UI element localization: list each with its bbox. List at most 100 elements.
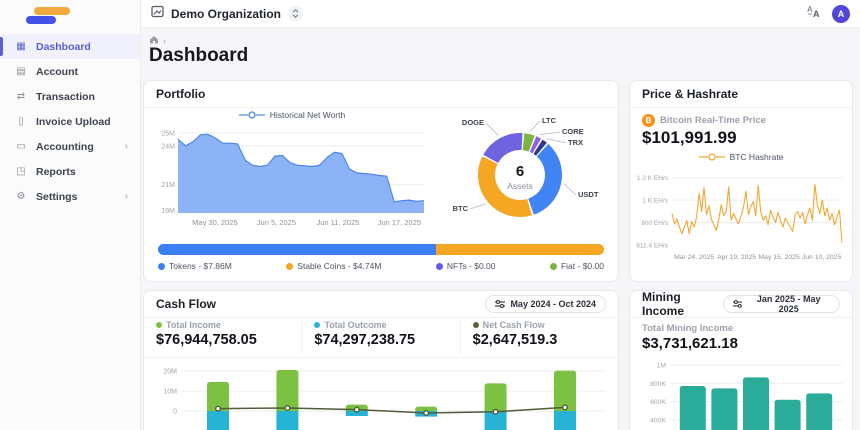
hashrate-legend-label: BTC Hashrate bbox=[729, 152, 784, 162]
mining-income-card: Mining Income Jan 2025 - May 2025 Total … bbox=[629, 290, 853, 430]
sidebar-item-label: Invoice Upload bbox=[36, 115, 111, 128]
allocation-legend: Tokens - $7.86M Stable Coins - $4.74M NFTs… bbox=[158, 261, 604, 271]
allocation-segment bbox=[436, 244, 604, 255]
stat-dot bbox=[156, 322, 162, 328]
svg-text:400K: 400K bbox=[650, 417, 666, 424]
price-hashrate-card: Price & Hashrate B Bitcoin Real-Time Pri… bbox=[629, 80, 853, 282]
chevron-right-icon: › bbox=[124, 141, 128, 152]
sidebar-item-settings[interactable]: ⚙ Settings › bbox=[0, 184, 140, 209]
filter-icon bbox=[495, 300, 506, 308]
price-hashrate-card-title: Price & Hashrate bbox=[642, 87, 739, 101]
svg-text:1 K EH/s: 1 K EH/s bbox=[642, 198, 668, 205]
legend-marker-icon bbox=[698, 153, 725, 161]
svg-text:CORE: CORE bbox=[562, 127, 584, 136]
avatar[interactable]: A bbox=[832, 4, 850, 23]
sidebar-item-account[interactable]: ▤ Account bbox=[0, 59, 140, 84]
allocation-legend-item: Fiat - $0.00 bbox=[549, 261, 604, 271]
settings-icon: ⚙ bbox=[16, 191, 26, 202]
sidebar-item-label: Dashboard bbox=[36, 40, 91, 53]
svg-text:May 15, 2025: May 15, 2025 bbox=[759, 254, 800, 261]
allocation-legend-label: Stable Coins - $4.74M bbox=[297, 261, 382, 271]
allocation-legend-label: Tokens - $7.86M bbox=[169, 261, 232, 271]
svg-text:800K: 800K bbox=[650, 381, 666, 388]
organization-icon bbox=[151, 5, 164, 23]
svg-text:1M: 1M bbox=[657, 363, 667, 370]
stat-label: Total Outcome bbox=[324, 320, 387, 330]
svg-text:20M: 20M bbox=[163, 369, 177, 376]
svg-text:19M: 19M bbox=[161, 208, 175, 215]
svg-text:A: A bbox=[807, 5, 813, 14]
portfolio-card: Portfolio Historical Net Worth 25M 24M 21M… bbox=[143, 80, 619, 282]
hashrate-chart: 1.2 K EH/s 1 K EH/s 800 EH/s 611.4 EH/s Mar … bbox=[636, 175, 843, 261]
mining-income-date-range-button[interactable]: Jan 2025 - May 2025 bbox=[722, 294, 840, 314]
sidebar-item-dashboard[interactable]: ▦ Dashboard bbox=[0, 34, 140, 59]
chevron-right-icon: › bbox=[124, 191, 128, 202]
transaction-icon: ⇄ bbox=[16, 91, 26, 102]
breadcrumb: › bbox=[149, 35, 166, 46]
legend-dot bbox=[435, 262, 443, 270]
cash-flow-date-range-button[interactable]: May 2024 - Oct 2024 bbox=[485, 295, 606, 313]
cash-flow-stat: Net Cash Flow $2,647,519.3 bbox=[459, 320, 618, 354]
invoice-upload-icon: ▯ bbox=[18, 116, 24, 127]
portfolio-card-title: Portfolio bbox=[156, 87, 206, 101]
svg-text:24M: 24M bbox=[161, 143, 175, 150]
sidebar-item-label: Accounting bbox=[36, 140, 94, 153]
svg-text:Jun 11, 2025: Jun 11, 2025 bbox=[316, 218, 359, 227]
legend-dot bbox=[286, 262, 294, 270]
sidebar-item-transaction[interactable]: ⇄ Transaction bbox=[0, 84, 140, 109]
svg-text:Apr 19, 2025: Apr 19, 2025 bbox=[717, 254, 756, 261]
home-icon[interactable] bbox=[149, 35, 159, 46]
cash-flow-card-title: Cash Flow bbox=[156, 297, 217, 311]
sidebar-item-reports[interactable]: ◳ Reports bbox=[0, 159, 140, 184]
svg-text:800 EH/s: 800 EH/s bbox=[641, 220, 668, 227]
mining-total-label: Total Mining Income bbox=[642, 323, 734, 334]
svg-text:Jun 17, 2025: Jun 17, 2025 bbox=[378, 218, 421, 227]
stat-label: Total Income bbox=[166, 320, 221, 330]
stat-dot bbox=[314, 322, 321, 328]
sidebar-item-label: Account bbox=[36, 65, 78, 78]
main-content: › Dashboard Portfolio Historical Net Wor… bbox=[141, 28, 860, 430]
svg-text:0: 0 bbox=[173, 409, 177, 416]
svg-text:A: A bbox=[813, 9, 820, 18]
stat-value: $2,647,519.3 bbox=[472, 332, 558, 348]
logo-bar-bottom bbox=[26, 16, 56, 24]
svg-text:TRX: TRX bbox=[568, 138, 583, 147]
net-worth-chart-area: Historical Net Worth 25M 24M 21M 19M May 30,… bbox=[152, 109, 432, 241]
svg-text:DOGE: DOGE bbox=[462, 118, 484, 127]
allocation-segment bbox=[158, 244, 437, 255]
dashboard-icon: ▦ bbox=[16, 41, 26, 52]
allocation-legend-label: Fiat - $0.00 bbox=[560, 261, 604, 271]
sidebar-item-label: Reports bbox=[36, 165, 76, 178]
page-title: Dashboard bbox=[149, 45, 249, 66]
stat-value: $74,297,238.75 bbox=[314, 332, 416, 348]
legend-dot bbox=[549, 262, 557, 270]
svg-text:May 30, 2025: May 30, 2025 bbox=[192, 218, 237, 227]
bitcoin-icon: B bbox=[642, 114, 655, 127]
svg-text:600K: 600K bbox=[650, 399, 666, 406]
sidebar-item-invoice-upload[interactable]: ▯ Invoice Upload bbox=[0, 109, 140, 134]
organization-name[interactable]: Demo Organization bbox=[171, 6, 282, 21]
organization-switcher-button[interactable] bbox=[288, 6, 304, 21]
net-worth-chart: 25M 24M 21M 19M May 30, 2025 Jun 5, 2025 Jun 1… bbox=[161, 130, 425, 227]
svg-text:Jun 5, 2025: Jun 5, 2025 bbox=[257, 218, 296, 227]
allocation-legend-item: Stable Coins - $4.74M bbox=[286, 261, 381, 271]
cash-flow-chart: 20M 10M 0 bbox=[163, 369, 606, 430]
svg-text:Assets: Assets bbox=[507, 181, 533, 191]
mining-income-chart: 1M 800K 600K 400K bbox=[650, 363, 842, 430]
breadcrumb-separator: › bbox=[163, 35, 166, 46]
sidebar-item-accounting[interactable]: ▭ Accounting › bbox=[0, 134, 140, 159]
allocation-legend-item: Tokens - $7.86M bbox=[158, 261, 232, 271]
allocation-legend-label: NFTs - $0.00 bbox=[446, 261, 496, 271]
hashrate-legend: BTC Hashrate bbox=[630, 151, 852, 163]
svg-text:25M: 25M bbox=[161, 130, 175, 137]
sidebar: ▦ Dashboard ▤ Account ⇄ Transaction ▯ Invoice U… bbox=[0, 0, 141, 430]
accounting-icon: ▭ bbox=[16, 141, 26, 152]
btc-price-value: $101,991.99 bbox=[642, 128, 737, 147]
filter-icon bbox=[732, 300, 743, 308]
cash-flow-stat: Total Outcome $74,297,238.75 bbox=[301, 320, 459, 354]
cash-flow-card: Cash Flow May 2024 - Oct 2024 Total Inco… bbox=[143, 290, 619, 430]
